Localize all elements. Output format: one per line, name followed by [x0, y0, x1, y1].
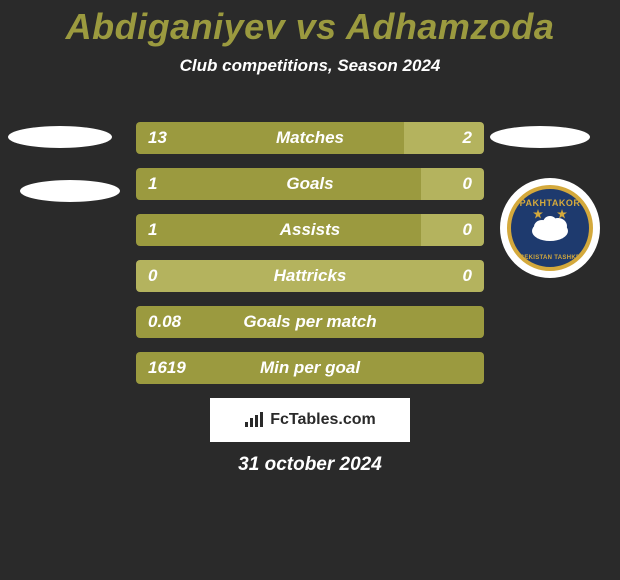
club-badge-name: PAKHTAKOR — [511, 198, 589, 208]
stat-label: Min per goal — [136, 358, 484, 378]
star-icon — [557, 209, 567, 219]
stat-row: 10Assists — [136, 214, 484, 246]
stats-bars: 132Matches 10Goals 10Assists 00Hattricks 0.0… — [136, 122, 484, 398]
stat-label: Assists — [136, 220, 484, 240]
page-subtitle: Club competitions, Season 2024 — [0, 56, 620, 76]
stat-label: Goals per match — [136, 312, 484, 332]
team-logo-right-1 — [490, 126, 590, 148]
stat-row: 00Hattricks — [136, 260, 484, 292]
site-badge: FcTables.com — [210, 398, 410, 442]
stat-label: Hattricks — [136, 266, 484, 286]
stat-row: 0.08Goals per match — [136, 306, 484, 338]
club-badge-subtext: UZBEKISTAN TASHKENT — [511, 255, 589, 261]
date-label: 31 october 2024 — [0, 454, 620, 476]
star-icon — [533, 209, 543, 219]
stat-row: 10Goals — [136, 168, 484, 200]
stat-row: 1619Min per goal — [136, 352, 484, 384]
page-title: Abdiganiyev vs Adhamzoda — [0, 0, 620, 48]
site-label: FcTables.com — [270, 411, 376, 429]
chart-icon — [244, 412, 264, 428]
club-badge: PAKHTAKOR UZBEKISTAN TASHKENT — [500, 178, 600, 278]
team-logo-left-2 — [20, 180, 120, 202]
stat-label: Matches — [136, 128, 484, 148]
stat-label: Goals — [136, 174, 484, 194]
stat-row: 132Matches — [136, 122, 484, 154]
team-logo-left-1 — [8, 126, 112, 148]
